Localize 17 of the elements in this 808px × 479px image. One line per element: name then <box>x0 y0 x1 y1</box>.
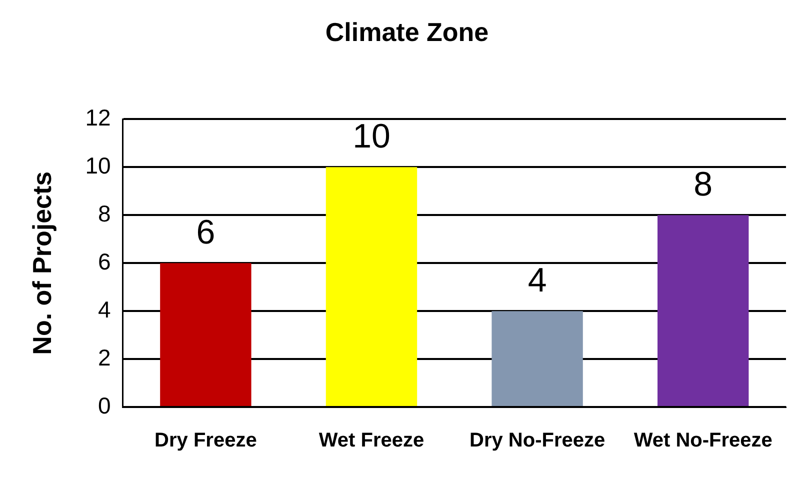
y-tick-label: 10 <box>85 152 111 179</box>
data-label: 10 <box>352 118 390 156</box>
y-tick-label: 4 <box>98 296 111 322</box>
y-axis-title: No. of Projects <box>26 171 57 355</box>
x-tick-label: Wet Freeze <box>318 430 424 452</box>
x-tick-label: Wet No-Freeze <box>634 430 772 452</box>
y-tick-label: 0 <box>98 392 111 418</box>
data-label: 4 <box>528 261 547 300</box>
data-label: 8 <box>694 166 713 204</box>
y-tick-label: 8 <box>98 200 111 226</box>
y-tick-label: 6 <box>98 248 111 274</box>
y-tick-label: 12 <box>85 104 111 131</box>
chart-title: Climate Zone <box>325 16 489 47</box>
data-label: 6 <box>196 213 216 252</box>
y-tick-label: 2 <box>98 344 111 370</box>
x-tick-label: Dry Freeze <box>154 430 257 452</box>
x-tick-label: Dry No-Freeze <box>469 430 606 452</box>
